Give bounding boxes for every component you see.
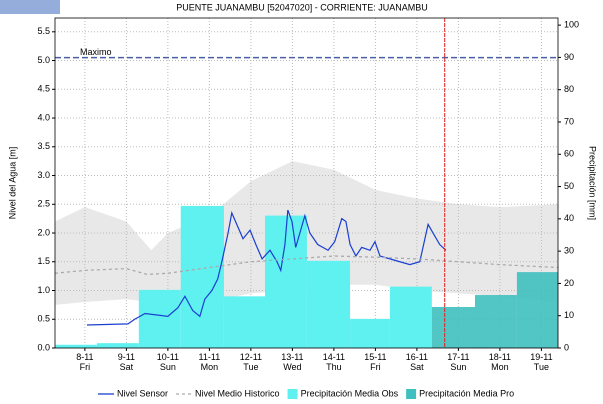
- y2-tick-label: 0: [564, 342, 569, 352]
- y-tick-label: 4.5: [37, 84, 50, 94]
- x-tick-label: 13-11 Wed: [281, 352, 303, 372]
- legend-label: Precipitación Media Obs: [301, 388, 399, 398]
- x-tick-label: 17-11 Sun: [447, 352, 469, 372]
- max-level-label: Maximo: [80, 47, 112, 57]
- y-tick-label: 3.5: [37, 141, 50, 151]
- y2-tick-label: 10: [564, 310, 574, 320]
- chart-title: PUENTE JUANAMBU [52047020] - CORRIENTE: …: [176, 2, 428, 12]
- y2-tick-label: 70: [564, 116, 574, 126]
- y2-tick-label: 40: [564, 213, 574, 223]
- precip-bar: [474, 295, 517, 348]
- x-tick-label: 15-11 Fri: [364, 352, 386, 372]
- y2-tick-label: 60: [564, 149, 574, 159]
- x-tick-label: 14-11 Thu: [323, 352, 345, 372]
- plot-frame: [54, 17, 559, 349]
- sensor-line: [86, 209, 447, 326]
- y2-tick-label: 30: [564, 246, 574, 256]
- y-tick-label: 5.0: [37, 55, 50, 65]
- legend-label: Nivel Sensor: [117, 388, 168, 398]
- y-tick-label: 5.5: [37, 26, 50, 36]
- precip-bar: [55, 344, 97, 348]
- historic-line: [54, 255, 559, 276]
- precip-bar: [350, 318, 390, 348]
- precip-bar: [138, 289, 181, 348]
- header-strip: [0, 0, 60, 14]
- legend-label: Nivel Medio Historico: [195, 388, 280, 398]
- precip-bar: [516, 272, 558, 348]
- precip-bar: [96, 343, 139, 348]
- y2-tick-label: 20: [564, 278, 574, 288]
- y2-tick-label: 50: [564, 181, 574, 191]
- y2-tick-label: 80: [564, 84, 574, 94]
- x-tick-label: 9-11 Sat: [118, 352, 135, 372]
- legend-swatch: [287, 389, 298, 399]
- precip-bar: [389, 286, 432, 348]
- legend-label: Precipitación Media Pro: [419, 388, 514, 398]
- y2-tick-label: 90: [564, 52, 574, 62]
- x-tick-label: 12-11 Tue: [240, 352, 262, 372]
- y-tick-label: 0.5: [37, 314, 50, 324]
- y-tick-label: 2.5: [37, 199, 50, 209]
- x-tick-label: 10-11 Sun: [157, 352, 179, 372]
- y-tick-label: 3.0: [37, 170, 50, 180]
- x-tick-label: 11-11 Mon: [199, 352, 221, 372]
- y-axis-label: Nivel del Agua [m]: [7, 147, 17, 220]
- y-tick-label: 2.0: [37, 227, 50, 237]
- x-tick-label: 8-11 Fri: [76, 352, 93, 372]
- y2-axis-label: Precipitación [mm]: [588, 146, 598, 220]
- precip-bar: [180, 205, 224, 348]
- y-tick-label: 1.0: [37, 285, 50, 295]
- x-tick-label: 19-11 Tue: [530, 352, 552, 372]
- x-tick-label: 18-11 Mon: [489, 352, 511, 372]
- y-tick-label: 1.5: [37, 256, 50, 266]
- x-tick-label: 16-11 Sat: [406, 352, 428, 372]
- precip-bar: [431, 306, 475, 348]
- y2-tick-label: 100: [564, 19, 579, 29]
- legend-swatch: [406, 389, 417, 399]
- y-tick-label: 0.0: [37, 342, 50, 352]
- precip-bar: [306, 260, 351, 348]
- precip-bar: [223, 296, 265, 348]
- y-tick-label: 4.0: [37, 112, 50, 122]
